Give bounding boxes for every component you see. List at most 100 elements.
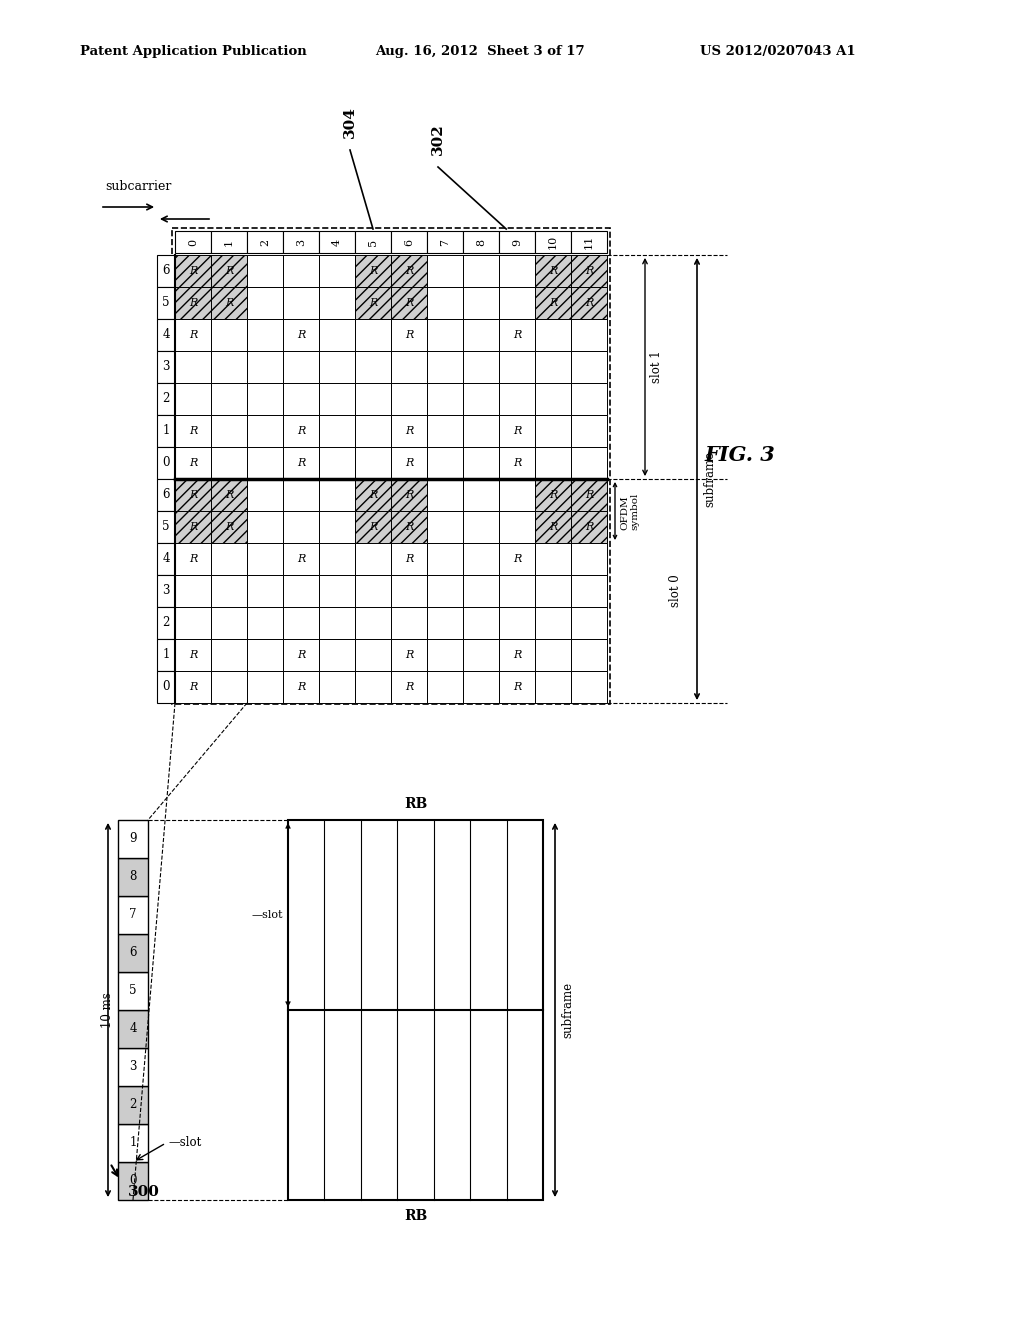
Text: 8: 8	[476, 239, 486, 246]
Bar	[427, 671, 463, 704]
Bar	[118, 820, 148, 858]
Bar	[499, 351, 535, 383]
Text: 4: 4	[162, 553, 170, 565]
Bar	[157, 607, 175, 639]
Text: R: R	[188, 682, 198, 692]
Bar	[391, 543, 427, 576]
Text: Aug. 16, 2012  Sheet 3 of 17: Aug. 16, 2012 Sheet 3 of 17	[375, 45, 585, 58]
Text: 2: 2	[260, 239, 270, 246]
Text: R: R	[513, 649, 521, 660]
Bar	[571, 447, 607, 479]
Text: R: R	[188, 649, 198, 660]
Text: R: R	[585, 490, 593, 500]
Bar	[355, 231, 391, 253]
Bar	[172, 228, 610, 704]
Text: R: R	[404, 330, 414, 341]
Bar	[535, 286, 571, 319]
Bar	[247, 511, 283, 543]
Bar	[427, 319, 463, 351]
Text: 10 ms: 10 ms	[101, 993, 114, 1028]
Bar	[463, 351, 499, 383]
Bar	[535, 479, 571, 511]
Bar	[391, 607, 427, 639]
Bar	[391, 231, 427, 253]
Bar	[175, 286, 211, 319]
Bar	[319, 607, 355, 639]
Bar	[391, 511, 427, 543]
Text: R: R	[513, 554, 521, 564]
Text: 6: 6	[404, 239, 414, 246]
Bar	[211, 351, 247, 383]
Text: R: R	[513, 458, 521, 469]
Bar	[571, 543, 607, 576]
Text: R: R	[297, 330, 305, 341]
Text: R: R	[585, 267, 593, 276]
Text: US 2012/0207043 A1: US 2012/0207043 A1	[700, 45, 856, 58]
Text: R: R	[404, 521, 414, 532]
Text: 6: 6	[129, 946, 137, 960]
Text: 0: 0	[129, 1175, 137, 1188]
Bar	[283, 414, 319, 447]
Bar	[463, 671, 499, 704]
Bar	[211, 231, 247, 253]
Bar	[118, 1048, 148, 1086]
Text: 3: 3	[296, 239, 306, 246]
Bar	[427, 231, 463, 253]
Bar	[391, 447, 427, 479]
Bar	[247, 576, 283, 607]
Bar	[355, 479, 391, 511]
Bar	[571, 319, 607, 351]
Bar	[175, 255, 211, 286]
Bar	[319, 414, 355, 447]
Text: R: R	[549, 490, 557, 500]
Bar	[157, 383, 175, 414]
Bar	[211, 479, 247, 511]
Bar	[427, 511, 463, 543]
Bar	[463, 576, 499, 607]
Bar	[319, 231, 355, 253]
Bar	[499, 639, 535, 671]
Bar	[157, 479, 175, 511]
Bar	[463, 383, 499, 414]
Bar	[175, 543, 211, 576]
Bar	[283, 607, 319, 639]
Bar	[355, 255, 391, 286]
Bar	[118, 1162, 148, 1200]
Bar	[535, 383, 571, 414]
Bar	[355, 543, 391, 576]
Bar	[499, 511, 535, 543]
Text: 1: 1	[129, 1137, 136, 1150]
Bar	[571, 231, 607, 253]
Bar	[247, 351, 283, 383]
Bar	[211, 286, 247, 319]
Text: R: R	[513, 330, 521, 341]
Bar	[283, 447, 319, 479]
Bar	[463, 286, 499, 319]
Bar	[427, 479, 463, 511]
Bar	[283, 511, 319, 543]
Text: R: R	[404, 426, 414, 436]
Bar	[283, 351, 319, 383]
Text: 3: 3	[129, 1060, 137, 1073]
Text: R: R	[549, 521, 557, 532]
Bar	[211, 319, 247, 351]
Bar	[118, 935, 148, 972]
Bar	[463, 607, 499, 639]
Bar	[283, 543, 319, 576]
Bar	[355, 286, 391, 319]
Text: 4: 4	[332, 239, 342, 246]
Bar	[118, 858, 148, 896]
Bar	[319, 447, 355, 479]
Bar	[319, 383, 355, 414]
Text: 7: 7	[129, 908, 137, 921]
Bar	[211, 383, 247, 414]
Bar	[535, 231, 571, 253]
Bar	[463, 639, 499, 671]
Text: subframe: subframe	[561, 982, 574, 1038]
Bar	[157, 511, 175, 543]
Bar	[283, 383, 319, 414]
Text: R: R	[513, 682, 521, 692]
Bar	[283, 286, 319, 319]
Bar	[355, 351, 391, 383]
Bar	[157, 639, 175, 671]
